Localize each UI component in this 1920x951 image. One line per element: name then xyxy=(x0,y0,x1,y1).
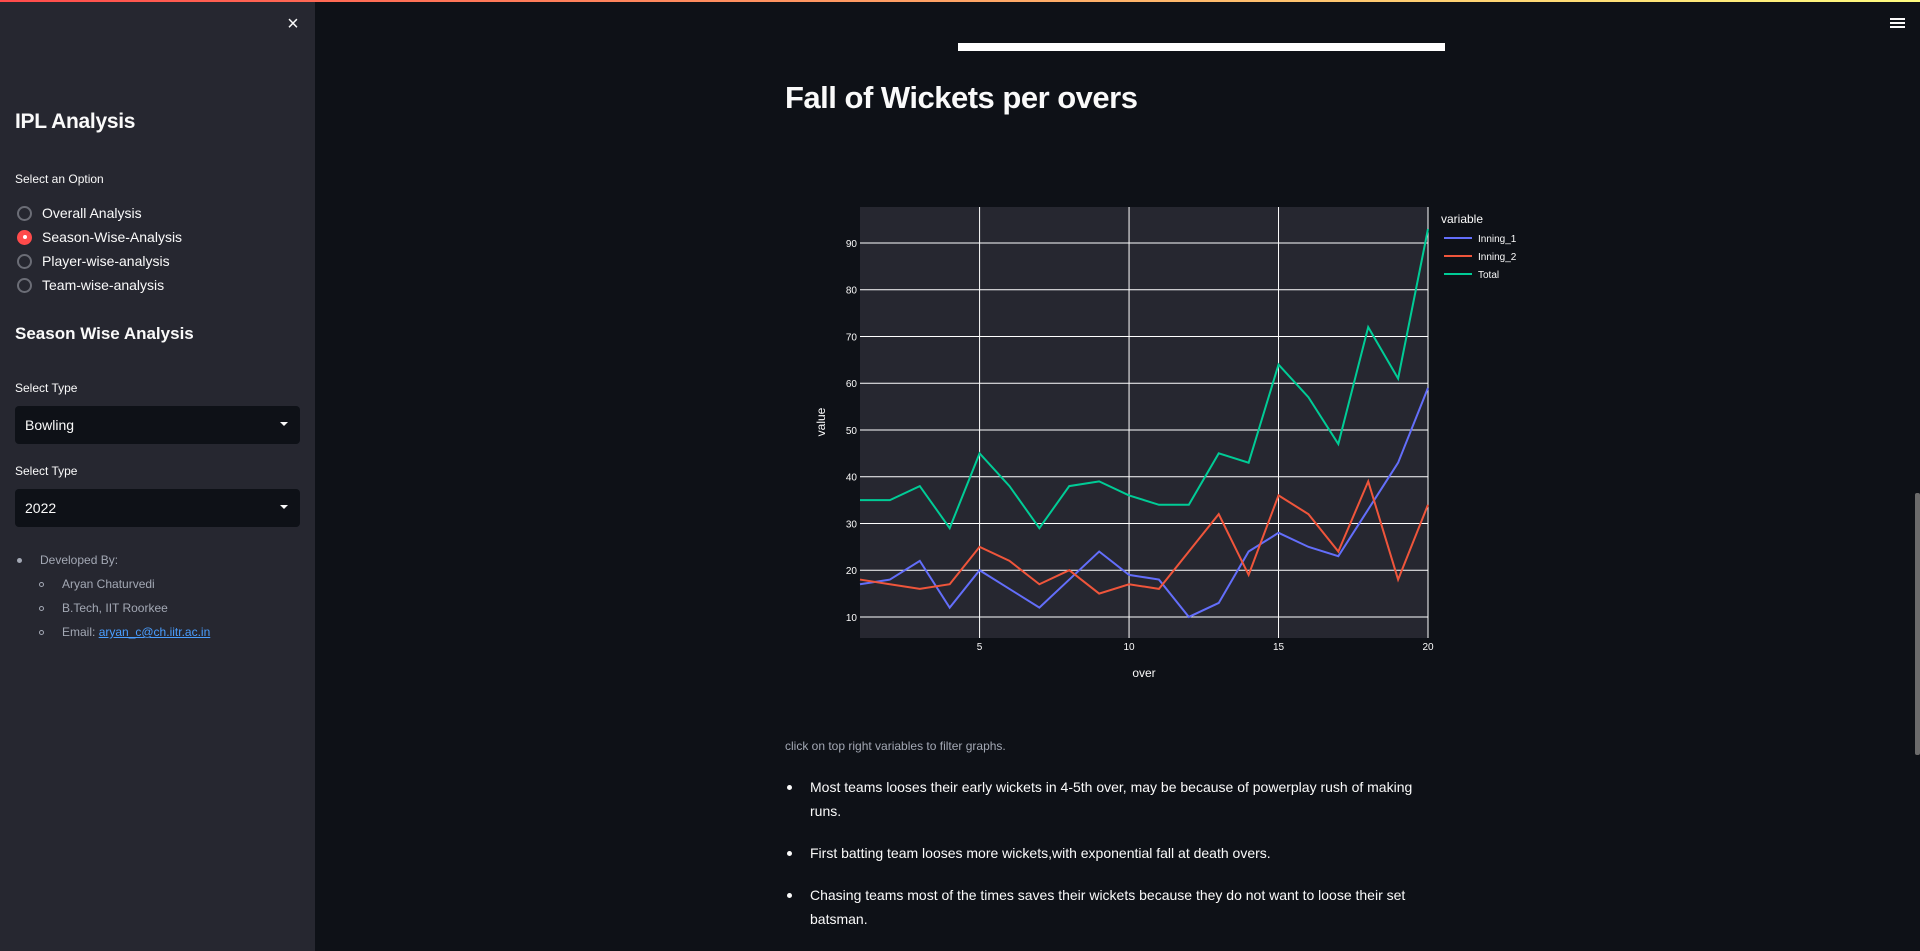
svg-text:Inning_2: Inning_2 xyxy=(1478,252,1517,263)
sidebar-title: IPL Analysis xyxy=(15,110,136,133)
legend[interactable]: Inning_1 Inning_2 Total xyxy=(1444,234,1517,281)
svg-text:50: 50 xyxy=(846,426,858,437)
season-select-value: 2022 xyxy=(25,500,57,516)
insights-list: Most teams looses their early wickets in… xyxy=(785,775,1425,949)
page-scrollbar[interactable] xyxy=(1915,493,1920,755)
bullet-icon xyxy=(17,557,22,563)
radio-icon xyxy=(17,205,32,221)
legend-item-inning_1[interactable]: Inning_1 xyxy=(1444,234,1517,245)
bullet-icon xyxy=(787,893,792,898)
svg-text:70: 70 xyxy=(846,332,858,343)
progress-bar xyxy=(958,43,1445,51)
x-axis-ticks: 5 10 15 20 xyxy=(977,642,1434,653)
email-link[interactable]: aryan_c@ch.iitr.ac.in xyxy=(98,625,211,639)
option-label: Select an Option xyxy=(15,172,104,186)
close-icon: × xyxy=(287,13,299,35)
chart-caption: click on top right variables to filter g… xyxy=(785,739,1006,753)
type-select[interactable]: Bowling xyxy=(15,406,300,444)
radio-player-wise-analysis[interactable]: Player-wise-analysis xyxy=(15,249,182,273)
series-inning_2 xyxy=(859,478,1429,595)
svg-text:20: 20 xyxy=(846,566,858,577)
series-total xyxy=(860,228,1429,531)
developer-degree: B.Tech, IIT Roorkee xyxy=(62,601,168,615)
type-select-value: Bowling xyxy=(25,417,75,433)
season-select[interactable]: 2022 xyxy=(15,489,300,527)
svg-text:20: 20 xyxy=(1422,642,1434,653)
svg-text:90: 90 xyxy=(846,239,858,250)
chevron-down-icon xyxy=(280,422,288,426)
insight-item: Most teams looses their early wickets in… xyxy=(785,775,1425,823)
select-type-label-2: Select Type xyxy=(15,464,78,478)
legend-title: variable xyxy=(1441,212,1483,226)
developer-name: Aryan Chaturvedi xyxy=(62,577,155,591)
x-axis-label: over xyxy=(1132,666,1155,680)
svg-text:60: 60 xyxy=(846,379,858,390)
top-decoration-bar xyxy=(0,0,1920,2)
svg-text:Inning_1: Inning_1 xyxy=(1478,234,1517,245)
bullet-icon xyxy=(39,629,44,635)
developer-info: Developed By: Aryan Chaturvedi B.Tech, I… xyxy=(15,548,210,644)
legend-item-total[interactable]: Total xyxy=(1444,270,1499,281)
y-axis-label: value xyxy=(814,407,828,436)
radio-overall-analysis[interactable]: Overall Analysis xyxy=(15,201,182,225)
insight-item: Chasing teams most of the times saves th… xyxy=(785,883,1425,931)
select-type-label-1: Select Type xyxy=(15,381,78,395)
bullet-icon xyxy=(39,605,44,611)
plot-area xyxy=(860,207,1428,638)
radio-season-wise-analysis[interactable]: Season-Wise-Analysis xyxy=(15,225,182,249)
svg-text:5: 5 xyxy=(977,642,983,653)
close-sidebar-button[interactable]: × xyxy=(282,13,304,35)
svg-text:Total: Total xyxy=(1478,270,1499,281)
developer-heading: Developed By: xyxy=(40,553,119,567)
sidebar: × IPL Analysis Select an Option Overall … xyxy=(0,0,315,951)
radio-icon xyxy=(17,253,32,269)
insight-item: First batting team looses more wickets,w… xyxy=(785,841,1425,865)
svg-text:10: 10 xyxy=(846,613,858,624)
radio-checked-icon xyxy=(17,229,32,245)
section-title: Season Wise Analysis xyxy=(15,324,194,343)
legend-item-inning_2[interactable]: Inning_2 xyxy=(1444,252,1517,263)
radio-team-wise-analysis[interactable]: Team-wise-analysis xyxy=(15,273,182,297)
svg-text:30: 30 xyxy=(846,519,858,530)
page-title: Fall of Wickets per overs xyxy=(785,80,1138,115)
svg-text:10: 10 xyxy=(1123,642,1135,653)
bullet-icon xyxy=(787,785,792,790)
fall-of-wickets-chart[interactable]: 10 20 30 40 50 60 70 80 90 5 10 15 20 over value va… xyxy=(800,200,1520,680)
y-axis-ticks: 10 20 30 40 50 60 70 80 90 xyxy=(846,239,858,624)
hamburger-icon xyxy=(1890,18,1905,20)
chevron-down-icon xyxy=(280,505,288,509)
svg-text:40: 40 xyxy=(846,473,858,484)
analysis-radio-group: Overall Analysis Season-Wise-Analysis Pl… xyxy=(15,201,182,297)
email-label: Email: xyxy=(62,625,99,639)
series-lines xyxy=(859,228,1429,619)
svg-text:15: 15 xyxy=(1273,642,1285,653)
radio-icon xyxy=(17,277,32,293)
bullet-icon xyxy=(39,581,44,587)
series-inning_1 xyxy=(859,387,1429,619)
main-menu-button[interactable] xyxy=(1890,18,1905,30)
gridlines xyxy=(860,207,1429,638)
bullet-icon xyxy=(787,851,792,856)
svg-text:80: 80 xyxy=(846,286,858,297)
